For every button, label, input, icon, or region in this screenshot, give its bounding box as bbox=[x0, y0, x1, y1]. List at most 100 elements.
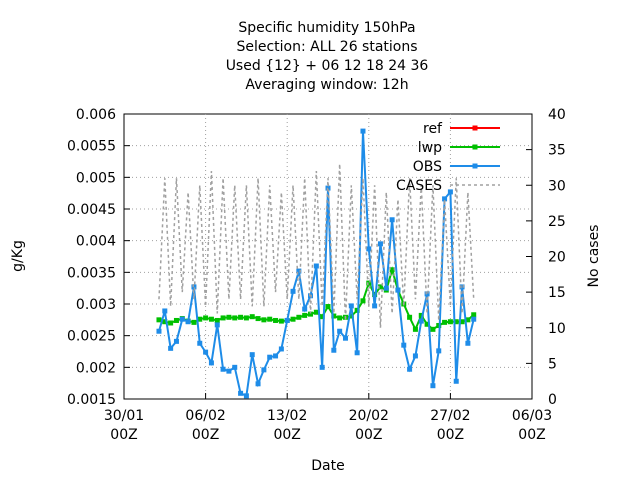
data-point bbox=[366, 280, 372, 286]
data-point bbox=[313, 309, 319, 315]
data-point bbox=[273, 317, 279, 323]
chart-title: Used {12} + 06 12 18 24 36 bbox=[226, 58, 429, 74]
data-point bbox=[377, 284, 383, 290]
data-point bbox=[389, 267, 395, 273]
data-point bbox=[162, 319, 168, 325]
data-point bbox=[156, 317, 162, 323]
data-point bbox=[278, 318, 284, 324]
data-point bbox=[197, 316, 203, 322]
data-point bbox=[337, 328, 343, 334]
data-point bbox=[319, 364, 325, 370]
y2-tick-label: 35 bbox=[548, 143, 566, 159]
legend-label: OBS bbox=[413, 159, 442, 175]
legend-label: lwp bbox=[418, 140, 442, 156]
data-point bbox=[208, 360, 214, 366]
data-point bbox=[418, 312, 424, 318]
data-point bbox=[267, 316, 273, 322]
data-point bbox=[255, 381, 261, 387]
data-point bbox=[471, 316, 477, 322]
x-axis-label: Date bbox=[311, 458, 344, 474]
y2-tick-label: 30 bbox=[548, 178, 566, 194]
data-point bbox=[447, 189, 453, 195]
legend-label: CASES bbox=[396, 178, 442, 194]
data-point bbox=[156, 328, 162, 334]
data-point bbox=[261, 367, 267, 373]
y-tick-label: 0.002 bbox=[76, 360, 116, 376]
data-point bbox=[168, 345, 174, 351]
data-point bbox=[232, 364, 238, 370]
data-point bbox=[360, 298, 366, 304]
data-point bbox=[465, 317, 471, 323]
data-point bbox=[418, 318, 424, 324]
data-point bbox=[360, 128, 366, 134]
y2-tick-label: 25 bbox=[548, 214, 566, 230]
data-point bbox=[453, 319, 459, 325]
data-point bbox=[436, 348, 442, 354]
legend-label: ref bbox=[423, 121, 443, 137]
y2-tick-label: 40 bbox=[548, 107, 566, 123]
data-point bbox=[354, 307, 360, 313]
data-point bbox=[226, 368, 232, 374]
series-line bbox=[158, 163, 475, 328]
data-point bbox=[214, 322, 220, 328]
data-point bbox=[197, 340, 203, 346]
data-point bbox=[191, 319, 197, 325]
data-point bbox=[226, 314, 232, 320]
data-point bbox=[203, 349, 209, 355]
data-point bbox=[459, 284, 465, 290]
y-tick-label: 0.003 bbox=[76, 297, 116, 313]
y2-tick-label: 15 bbox=[548, 285, 566, 301]
y-tick-label: 0.006 bbox=[76, 107, 116, 123]
data-point bbox=[395, 287, 401, 293]
y2-tick-label: 0 bbox=[548, 392, 557, 408]
data-point bbox=[407, 366, 413, 372]
data-point bbox=[453, 378, 459, 384]
data-point bbox=[377, 241, 383, 247]
y-tick-label: 0.0045 bbox=[67, 202, 116, 218]
plot-frame bbox=[123, 113, 533, 400]
data-point bbox=[302, 312, 308, 318]
data-point bbox=[412, 326, 418, 332]
data-point bbox=[372, 303, 378, 309]
data-point bbox=[308, 311, 314, 317]
x-tick-label: 27/02 00Z bbox=[430, 408, 470, 443]
data-point bbox=[372, 292, 378, 297]
data-point bbox=[243, 315, 249, 321]
data-point bbox=[389, 217, 395, 223]
data-point bbox=[267, 354, 273, 360]
data-point bbox=[261, 317, 267, 323]
data-point bbox=[173, 317, 179, 323]
data-point bbox=[162, 308, 168, 314]
data-point bbox=[331, 313, 337, 319]
data-point bbox=[203, 315, 209, 321]
data-point bbox=[354, 350, 360, 356]
y-tick-label: 0.004 bbox=[76, 234, 116, 250]
y-tick-label: 0.0015 bbox=[67, 392, 116, 408]
x-tick-label: 20/02 00Z bbox=[349, 408, 389, 443]
x-tick-label: 13/02 00Z bbox=[267, 408, 307, 443]
data-point bbox=[273, 353, 279, 359]
data-point bbox=[290, 288, 296, 294]
data-point bbox=[471, 312, 477, 318]
chart-title: Averaging window: 12h bbox=[245, 77, 408, 93]
data-point bbox=[249, 314, 255, 320]
y2-axis-label: No cases bbox=[586, 225, 602, 288]
y-tick-label: 0.0035 bbox=[67, 265, 116, 281]
data-point bbox=[424, 291, 430, 297]
data-point bbox=[383, 285, 389, 291]
y2-tick-label: 10 bbox=[548, 321, 566, 337]
y2-tick-label: 20 bbox=[548, 250, 566, 266]
data-point bbox=[424, 321, 430, 327]
data-point bbox=[459, 319, 465, 325]
data-point bbox=[302, 306, 308, 312]
data-point bbox=[407, 314, 413, 320]
y-axis-label: g/Kg bbox=[10, 240, 26, 272]
data-point bbox=[243, 393, 249, 399]
data-point bbox=[208, 316, 214, 322]
data-point bbox=[430, 383, 436, 389]
data-point bbox=[296, 314, 302, 320]
data-point bbox=[220, 315, 226, 321]
data-point bbox=[290, 316, 296, 322]
data-point bbox=[296, 268, 302, 274]
